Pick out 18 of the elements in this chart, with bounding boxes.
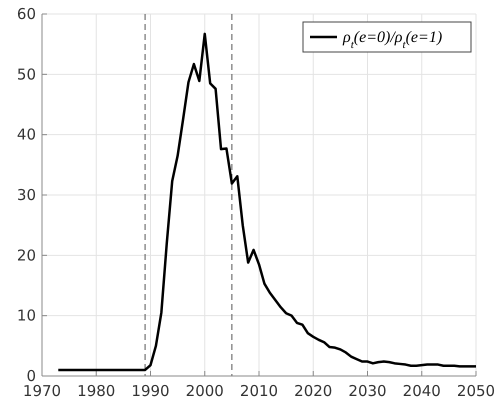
legend-label: ρ$_{t}$(e=0)/ρ$_{t}$(e=1): [342, 29, 442, 51]
x-tick-label: 1970: [22, 382, 62, 400]
x-tick-label: 2020: [294, 382, 332, 400]
y-tick-label: 20: [16, 246, 36, 264]
x-tick-label: 2000: [186, 382, 224, 400]
line-series: [57, 32, 478, 372]
x-tick-label: 2040: [402, 382, 441, 400]
y-tick-label: 30: [16, 186, 36, 204]
x-tick-label: 1980: [77, 382, 116, 400]
x-tick-label: 2010: [240, 382, 278, 400]
x-tick-label: 1990: [131, 382, 170, 400]
y-tick-label: 0: [26, 367, 36, 385]
y-tick-label: 40: [16, 126, 36, 144]
y-tick-label: 10: [16, 306, 36, 325]
y-tick-label: 60: [16, 5, 36, 23]
y-tick-label: 50: [16, 65, 36, 84]
x-tick-label: 2030: [348, 382, 387, 400]
x-tick-label: 2050: [456, 382, 496, 400]
